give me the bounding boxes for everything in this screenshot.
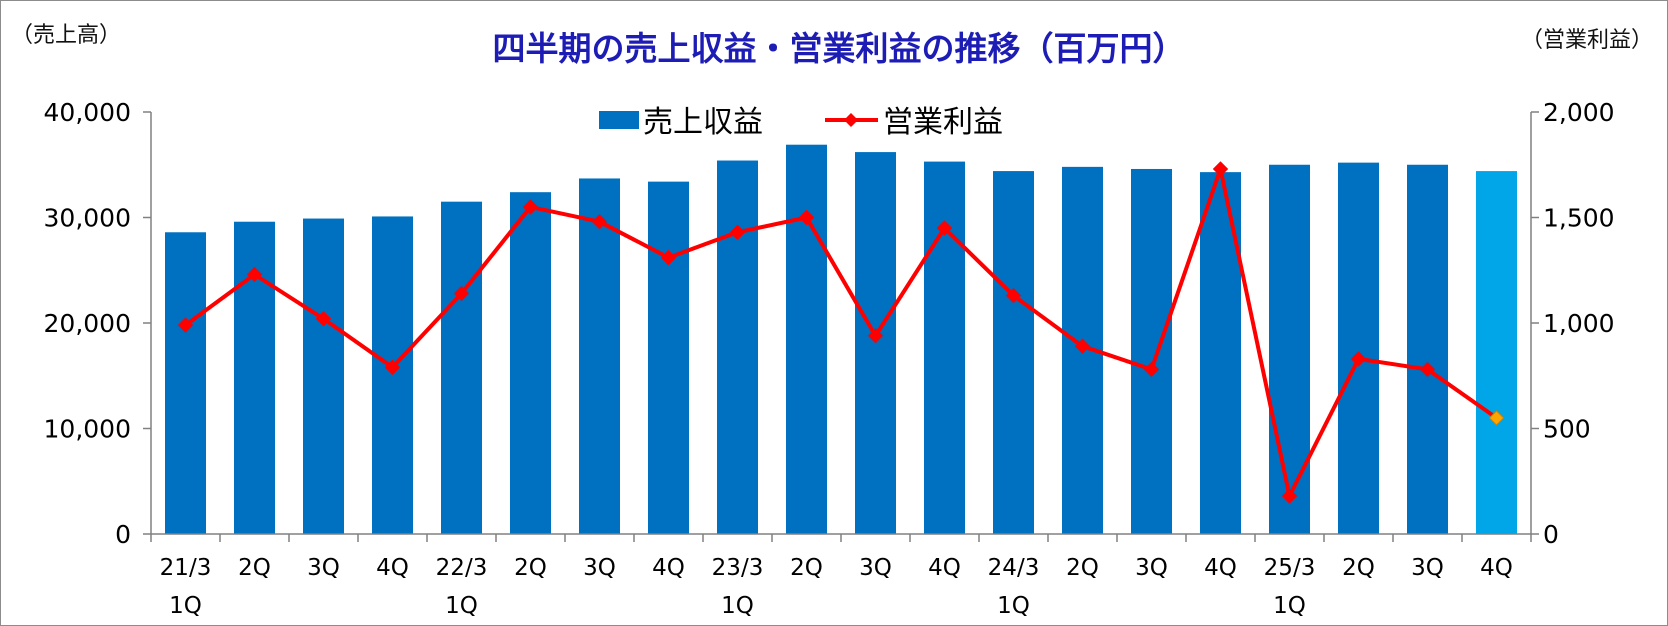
legend-swatch-revenue	[599, 111, 639, 129]
bar-8	[648, 181, 689, 534]
bar-5	[441, 201, 482, 535]
bar-1	[165, 232, 206, 534]
operating-profit-line	[184, 167, 1498, 498]
profit-marker-4	[384, 359, 401, 376]
right-axis-unit-label: （営業利益）	[1521, 28, 1653, 53]
bar-6	[510, 192, 551, 534]
x-tick-label: 2Q	[514, 555, 547, 581]
right-tick-label: 500	[1543, 415, 1591, 444]
bar-7	[579, 178, 620, 534]
profit-marker-19	[1419, 361, 1436, 378]
right-tick-label: 2,000	[1543, 98, 1615, 127]
x-tick-label: 23/3	[712, 555, 764, 581]
x-tick-label: 4Q	[376, 555, 409, 581]
x-tick-sublabel: 1Q	[445, 593, 478, 619]
profit-marker-8	[660, 249, 677, 266]
left-tick-label: 20,000	[44, 309, 131, 338]
x-tick-label: 3Q	[307, 555, 340, 581]
profit-marker-15	[1143, 361, 1160, 378]
x-tick-label: 21/3	[160, 555, 212, 581]
bar-12	[924, 161, 965, 534]
x-tick-label: 3Q	[1411, 555, 1444, 581]
x-tick-label: 24/3	[988, 555, 1040, 581]
left-tick-label: 10,000	[44, 415, 131, 444]
bar-16	[1200, 172, 1241, 534]
bar-17	[1269, 164, 1310, 534]
profit-marker-14	[1074, 338, 1091, 354]
left-axis-unit-label: （売上高）	[11, 23, 121, 48]
bar-4	[372, 216, 413, 534]
bar-20	[1476, 171, 1517, 534]
left-tick-label: 0	[115, 520, 131, 549]
x-tick-label: 4Q	[1480, 555, 1513, 581]
x-tick-label: 2Q	[1342, 555, 1375, 581]
x-tick-label: 3Q	[583, 555, 616, 581]
x-tick-label: 2Q	[238, 555, 271, 581]
legend-swatch-profit-marker	[844, 113, 858, 127]
profit-marker-3	[315, 311, 332, 327]
profit-marker-17	[1281, 488, 1298, 504]
profit-marker-13	[1005, 287, 1022, 304]
chart-title: 四半期の売上収益・営業利益の推移（百万円）	[493, 29, 1186, 68]
bar-13	[993, 171, 1034, 534]
profit-marker-2	[246, 266, 263, 283]
profit-marker-20	[1488, 410, 1505, 426]
bar-9	[717, 160, 758, 534]
x-tick-label: 3Q	[859, 555, 892, 581]
bar-3	[303, 218, 344, 534]
profit-marker-11	[867, 327, 884, 344]
x-tick-sublabel: 1Q	[997, 593, 1030, 619]
x-tick-label: 4Q	[1204, 555, 1237, 581]
x-tick-sublabel: 1Q	[169, 593, 202, 619]
left-tick-label: 30,000	[44, 204, 131, 233]
legend-label-revenue: 売上収益	[643, 105, 763, 140]
right-tick-label: 1,500	[1543, 204, 1615, 233]
profit-marker-10	[798, 209, 815, 226]
x-tick-label: 4Q	[928, 555, 961, 581]
x-tick-label: 22/3	[436, 555, 488, 581]
right-tick-label: 0	[1543, 520, 1559, 549]
x-tick-label: 25/3	[1264, 555, 1316, 581]
profit-marker-12	[936, 220, 953, 236]
bar-10	[786, 144, 827, 534]
profit-marker-5	[453, 285, 470, 302]
profit-marker-16	[1212, 161, 1229, 177]
profit-marker-6	[522, 199, 539, 215]
x-tick-label: 4Q	[652, 555, 685, 581]
x-tick-sublabel: 1Q	[1273, 593, 1306, 619]
bar-19	[1407, 164, 1448, 534]
x-tick-sublabel: 1Q	[721, 593, 754, 619]
legend-label-profit: 営業利益	[883, 105, 1003, 140]
profit-marker-1	[177, 317, 194, 333]
bar-15	[1131, 168, 1172, 534]
right-tick-label: 1,000	[1543, 309, 1615, 338]
left-tick-label: 40,000	[44, 98, 131, 127]
x-tick-label: 3Q	[1135, 555, 1168, 581]
x-tick-label: 2Q	[1066, 555, 1099, 581]
x-tick-label: 2Q	[790, 555, 823, 581]
profit-marker-9	[729, 224, 746, 240]
profit-marker-18	[1350, 351, 1367, 367]
bar-18	[1338, 162, 1379, 534]
profit-marker-7	[591, 214, 608, 230]
